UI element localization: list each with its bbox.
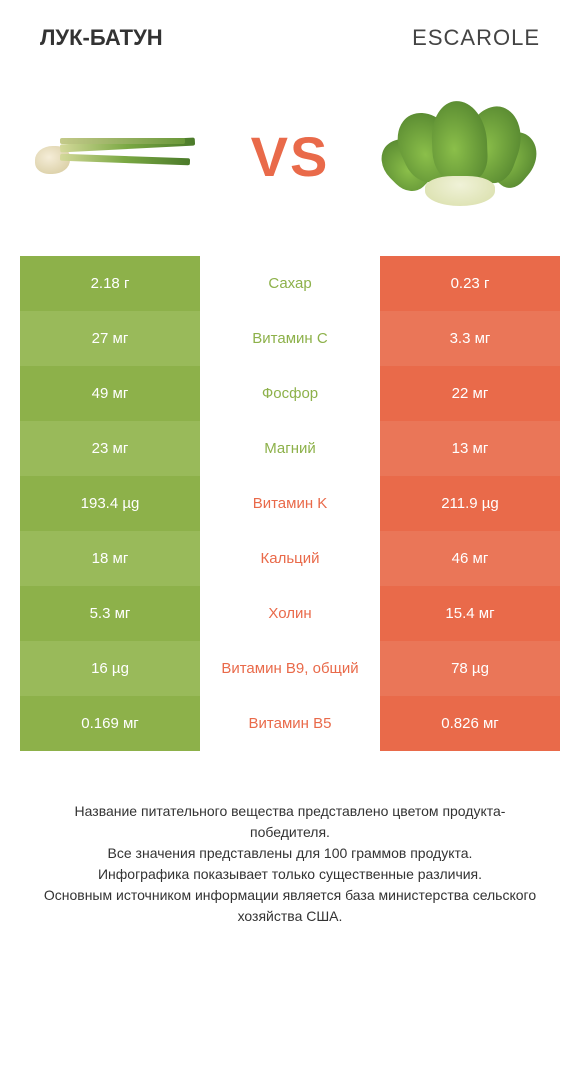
- right-product-title: ESCAROLE: [412, 25, 540, 51]
- nutrient-label: Витамин K: [200, 476, 380, 531]
- footer-line: Все значения представлены для 100 граммо…: [40, 843, 540, 864]
- right-value: 0.23 г: [380, 256, 560, 311]
- footer-line: Основным источником информации является …: [40, 885, 540, 927]
- footer-line: Название питательного вещества представл…: [40, 801, 540, 843]
- table-row: 16 µgВитамин B9, общий78 µg: [20, 641, 560, 696]
- nutrient-label: Кальций: [200, 531, 380, 586]
- nutrient-label: Витамин C: [200, 311, 380, 366]
- right-value: 3.3 мг: [380, 311, 560, 366]
- nutrient-label: Магний: [200, 421, 380, 476]
- nutrient-label: Витамин B9, общий: [200, 641, 380, 696]
- left-product-image: [30, 96, 210, 216]
- nutrient-table: 2.18 гСахар0.23 г27 мгВитамин C3.3 мг49 …: [20, 256, 560, 751]
- right-value: 22 мг: [380, 366, 560, 421]
- footer-line: Инфографика показывает только существенн…: [40, 864, 540, 885]
- table-row: 5.3 мгХолин15.4 мг: [20, 586, 560, 641]
- footer-notes: Название питательного вещества представл…: [20, 751, 560, 927]
- vs-label: VS: [251, 124, 330, 189]
- left-value: 2.18 г: [20, 256, 200, 311]
- right-value: 0.826 мг: [380, 696, 560, 751]
- table-row: 23 мгМагний13 мг: [20, 421, 560, 476]
- left-value: 16 µg: [20, 641, 200, 696]
- right-value: 211.9 µg: [380, 476, 560, 531]
- header: ЛУК-БАТУН ESCAROLE: [20, 25, 560, 66]
- table-row: 49 мгФосфор22 мг: [20, 366, 560, 421]
- nutrient-label: Холин: [200, 586, 380, 641]
- left-value: 27 мг: [20, 311, 200, 366]
- left-value: 23 мг: [20, 421, 200, 476]
- nutrient-label: Витамин B5: [200, 696, 380, 751]
- table-row: 27 мгВитамин C3.3 мг: [20, 311, 560, 366]
- left-value: 18 мг: [20, 531, 200, 586]
- right-value: 13 мг: [380, 421, 560, 476]
- left-value: 193.4 µg: [20, 476, 200, 531]
- right-product-image: [370, 96, 550, 216]
- hero-section: VS: [20, 66, 560, 256]
- right-value: 46 мг: [380, 531, 560, 586]
- nutrient-label: Сахар: [200, 256, 380, 311]
- table-row: 0.169 мгВитамин B50.826 мг: [20, 696, 560, 751]
- left-value: 0.169 мг: [20, 696, 200, 751]
- right-value: 15.4 мг: [380, 586, 560, 641]
- left-value: 5.3 мг: [20, 586, 200, 641]
- right-value: 78 µg: [380, 641, 560, 696]
- table-row: 2.18 гСахар0.23 г: [20, 256, 560, 311]
- left-product-title: ЛУК-БАТУН: [40, 25, 163, 51]
- left-value: 49 мг: [20, 366, 200, 421]
- nutrient-label: Фосфор: [200, 366, 380, 421]
- table-row: 18 мгКальций46 мг: [20, 531, 560, 586]
- table-row: 193.4 µgВитамин K211.9 µg: [20, 476, 560, 531]
